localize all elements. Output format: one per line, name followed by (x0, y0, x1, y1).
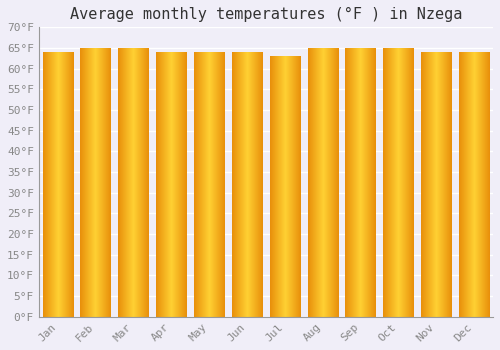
Title: Average monthly temperatures (°F ) in Nzega: Average monthly temperatures (°F ) in Nz… (70, 7, 462, 22)
